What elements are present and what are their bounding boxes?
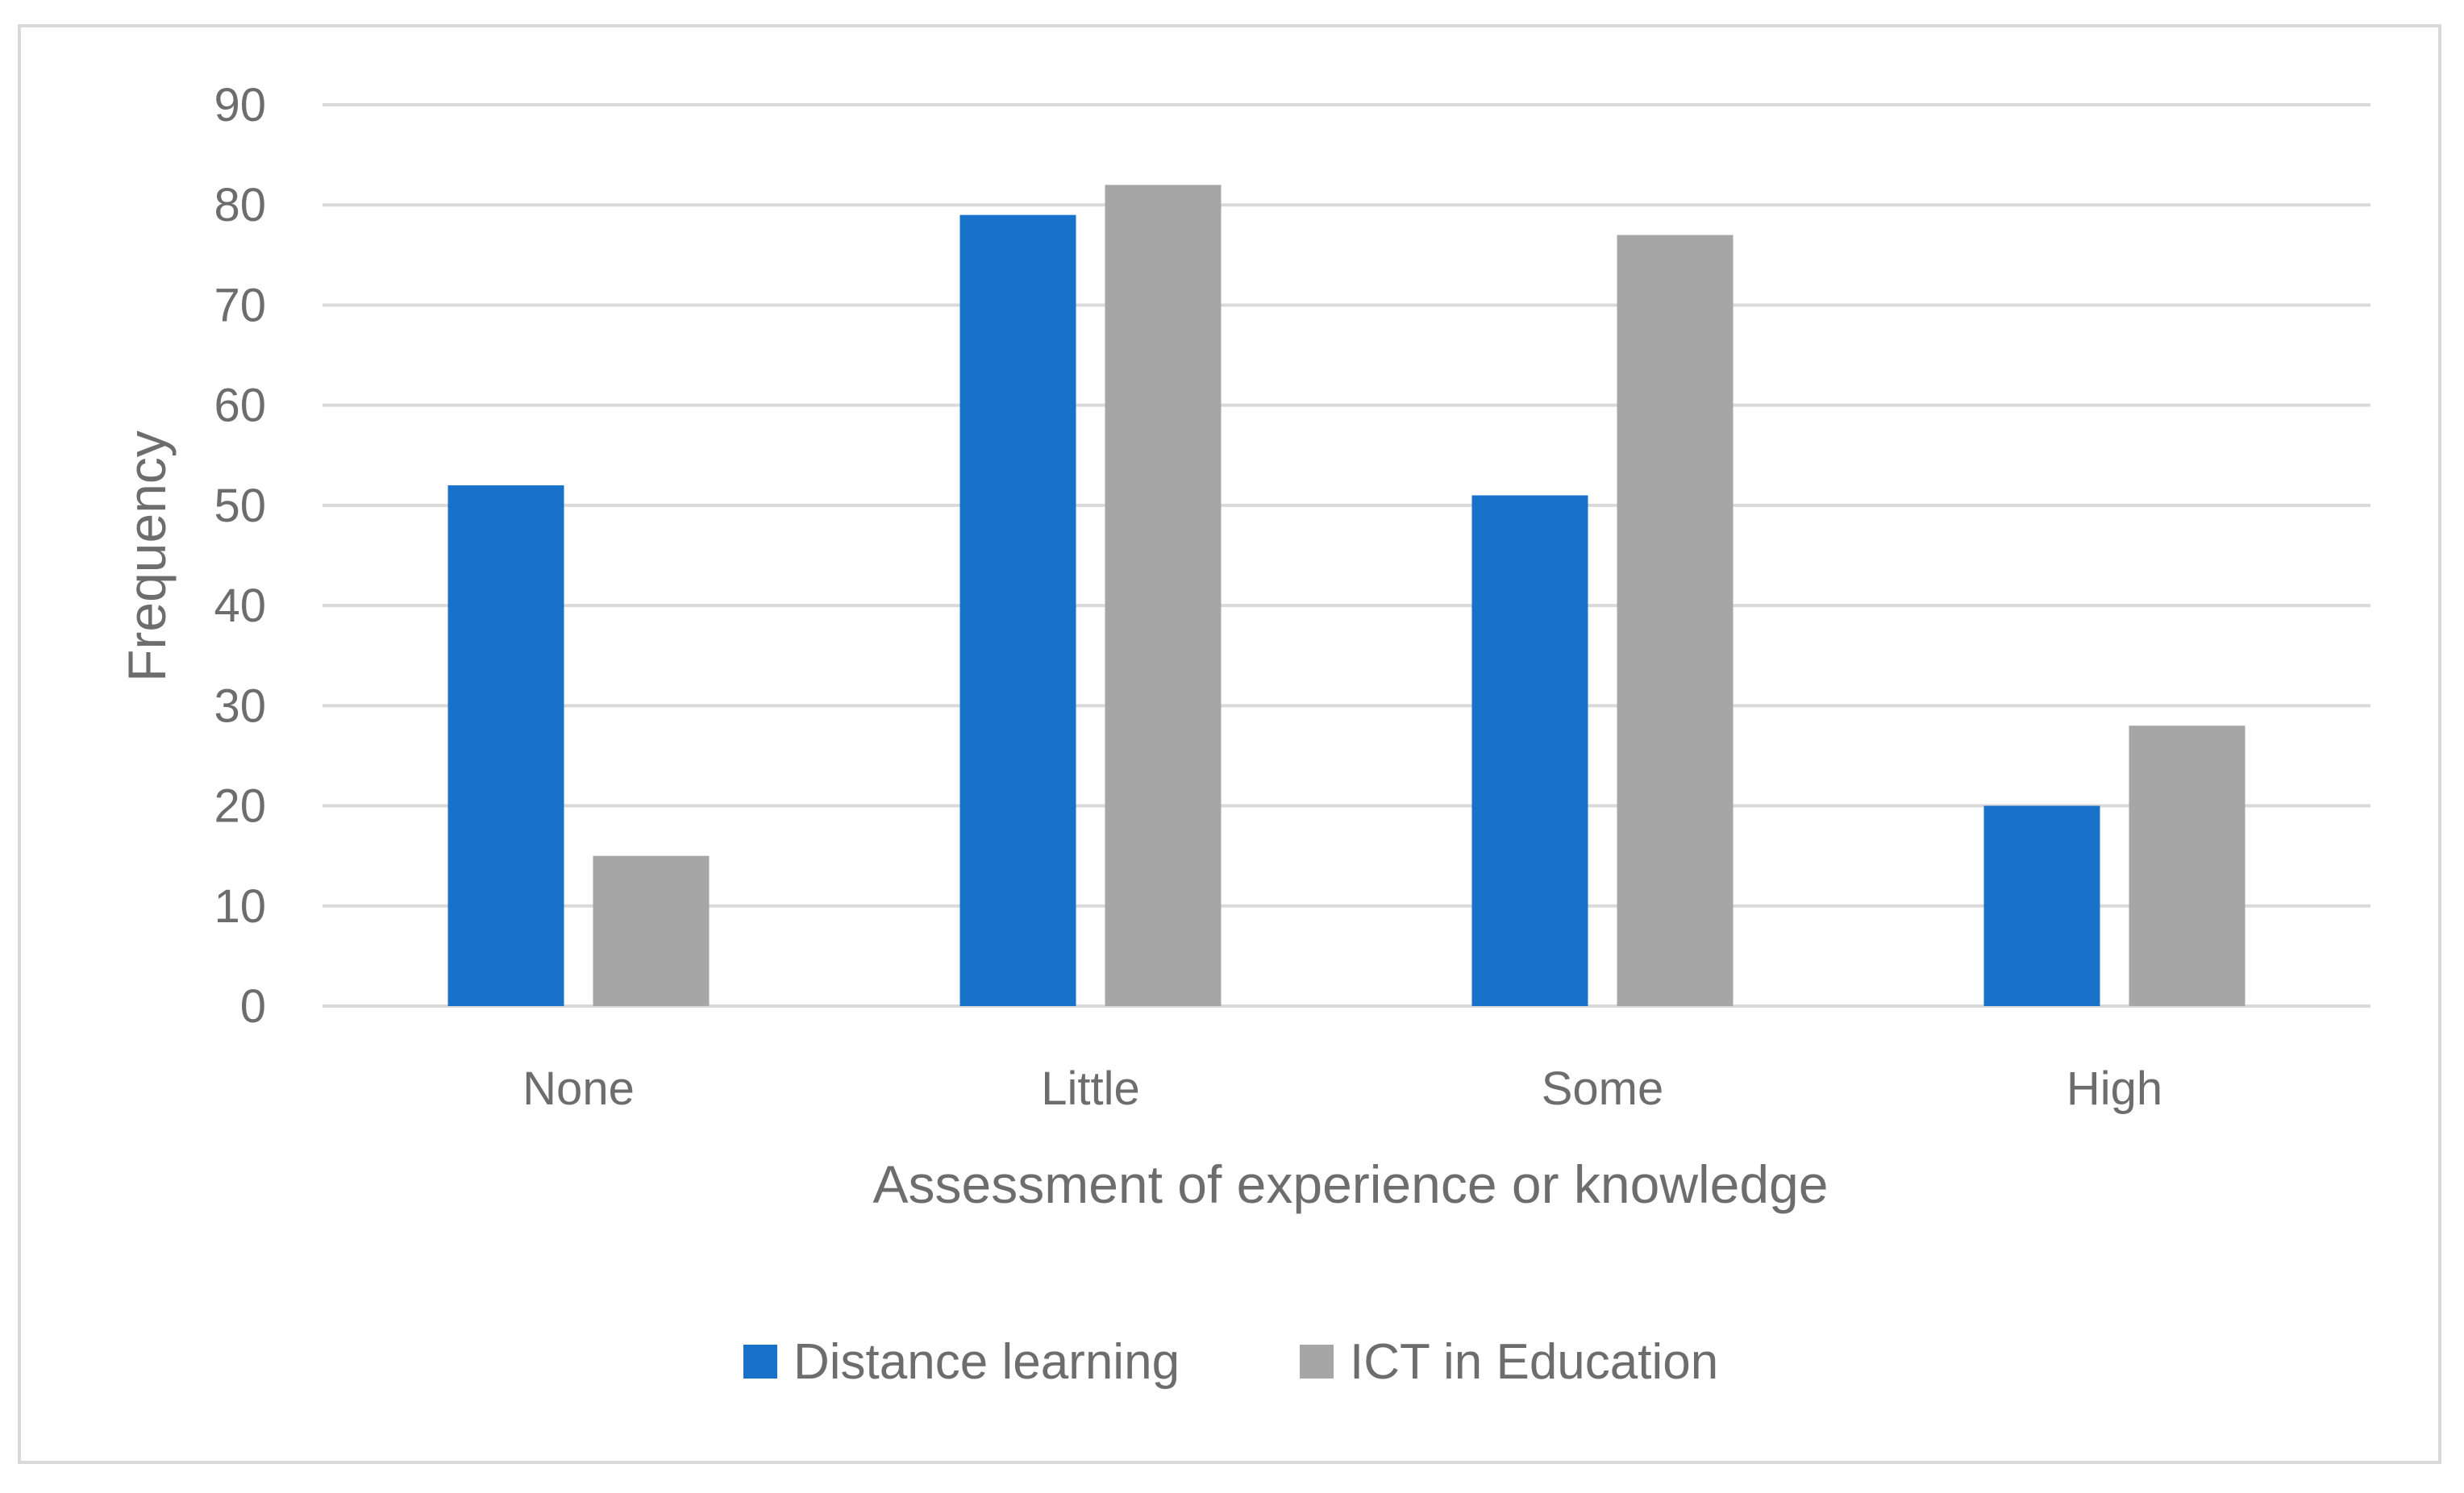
x-tick-label: Little [1041,1063,1140,1115]
bars [447,185,2245,1007]
legend: Distance learning ICT in Education [743,1334,1718,1390]
y-axis-title: Frequency [117,430,177,682]
x-tick-label: None [522,1063,635,1115]
legend-label: ICT in Education [1350,1334,1718,1390]
y-tick-label: 70 [214,279,266,331]
bar-some-series-0 [1471,495,1588,1006]
y-tick-label: 0 [240,980,266,1033]
x-axis-title: Assessment of experience or knowledge [873,1154,1829,1214]
x-tick-label: Some [1542,1063,1664,1115]
y-tick-label: 10 [214,880,266,933]
bar-high-series-0 [1983,805,2100,1006]
chart-frame [18,24,2441,1464]
legend-swatch [743,1345,777,1379]
legend-swatch [1300,1345,1334,1379]
y-tick-label: 20 [214,780,266,833]
y-tick-label: 30 [214,680,266,732]
bar-little-series-1 [1105,185,1222,1006]
y-tick-label: 60 [214,380,266,432]
bar-some-series-1 [1617,235,1734,1006]
x-tick-label: High [2067,1063,2162,1115]
bar-high-series-1 [2129,726,2245,1006]
legend-label: Distance learning [793,1334,1180,1390]
y-tick-label: 80 [214,179,266,231]
y-axis-ticks: 0 10 20 30 40 50 60 70 80 90 [214,79,266,1033]
bar-none-series-1 [593,855,710,1006]
bar-little-series-0 [959,214,1076,1007]
y-tick-label: 90 [214,79,266,131]
y-tick-label: 40 [214,580,266,632]
y-tick-label: 50 [214,480,266,532]
x-axis-categories: None Little Some High [522,1063,2162,1115]
bar-none-series-0 [447,485,564,1006]
